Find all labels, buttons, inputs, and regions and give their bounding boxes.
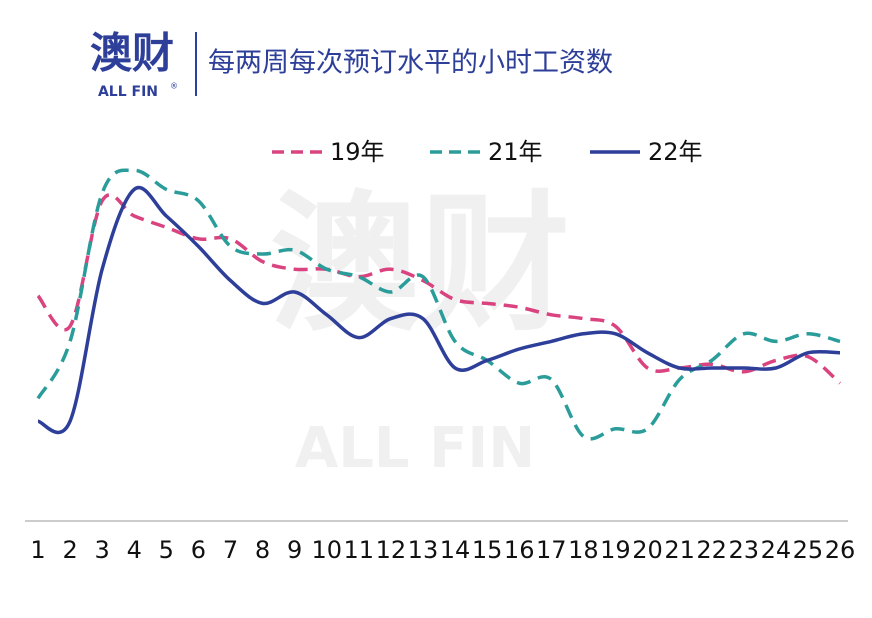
x-tick-label: 14: [440, 536, 471, 564]
logo-mark: ®: [170, 82, 178, 91]
x-tick-label: 17: [536, 536, 567, 564]
line: [37, 185, 841, 435]
x-tick-label: 8: [255, 536, 270, 564]
x-tick-label: 10: [311, 536, 342, 564]
logo: 澳财: [90, 29, 174, 78]
legend-label: 21年: [488, 138, 543, 166]
x-tick-label: 5: [159, 536, 174, 564]
line: [36, 193, 842, 385]
x-tick-label: 22: [696, 536, 727, 564]
x-tick-label: 12: [376, 536, 407, 564]
legend-label: 19年: [330, 138, 385, 166]
x-tick-label: 4: [127, 536, 142, 564]
x-tick-label: 26: [825, 536, 856, 564]
x-tick-label: 20: [632, 536, 663, 564]
x-tick-label: 21: [664, 536, 695, 564]
chart-title: 每两周每次预订水平的小时工资数: [208, 48, 613, 79]
legend-label: 22年: [648, 138, 703, 166]
x-tick-label: 25: [793, 536, 824, 564]
x-tick-label: 9: [287, 536, 302, 564]
x-tick-label: 15: [472, 536, 503, 564]
line: [36, 168, 841, 441]
x-tick-label: 23: [728, 536, 759, 564]
x-tick-label: 13: [408, 536, 439, 564]
x-tick-label: 19: [600, 536, 631, 564]
watermark-sub: ALL FIN: [295, 416, 535, 481]
x-tick-label: 1: [30, 536, 45, 564]
x-tick-label: 6: [191, 536, 206, 564]
x-tick-label: 2: [62, 536, 77, 564]
x-tick-label: 7: [223, 536, 238, 564]
logo-sub: ALL FIN: [98, 84, 158, 100]
x-tick-label: 11: [344, 536, 375, 564]
x-tick-label: 3: [95, 536, 110, 564]
x-tick-label: 16: [504, 536, 535, 564]
watermark: 澳财: [270, 178, 570, 352]
x-tick-label: 18: [568, 536, 599, 564]
x-tick-label: 24: [761, 536, 792, 564]
